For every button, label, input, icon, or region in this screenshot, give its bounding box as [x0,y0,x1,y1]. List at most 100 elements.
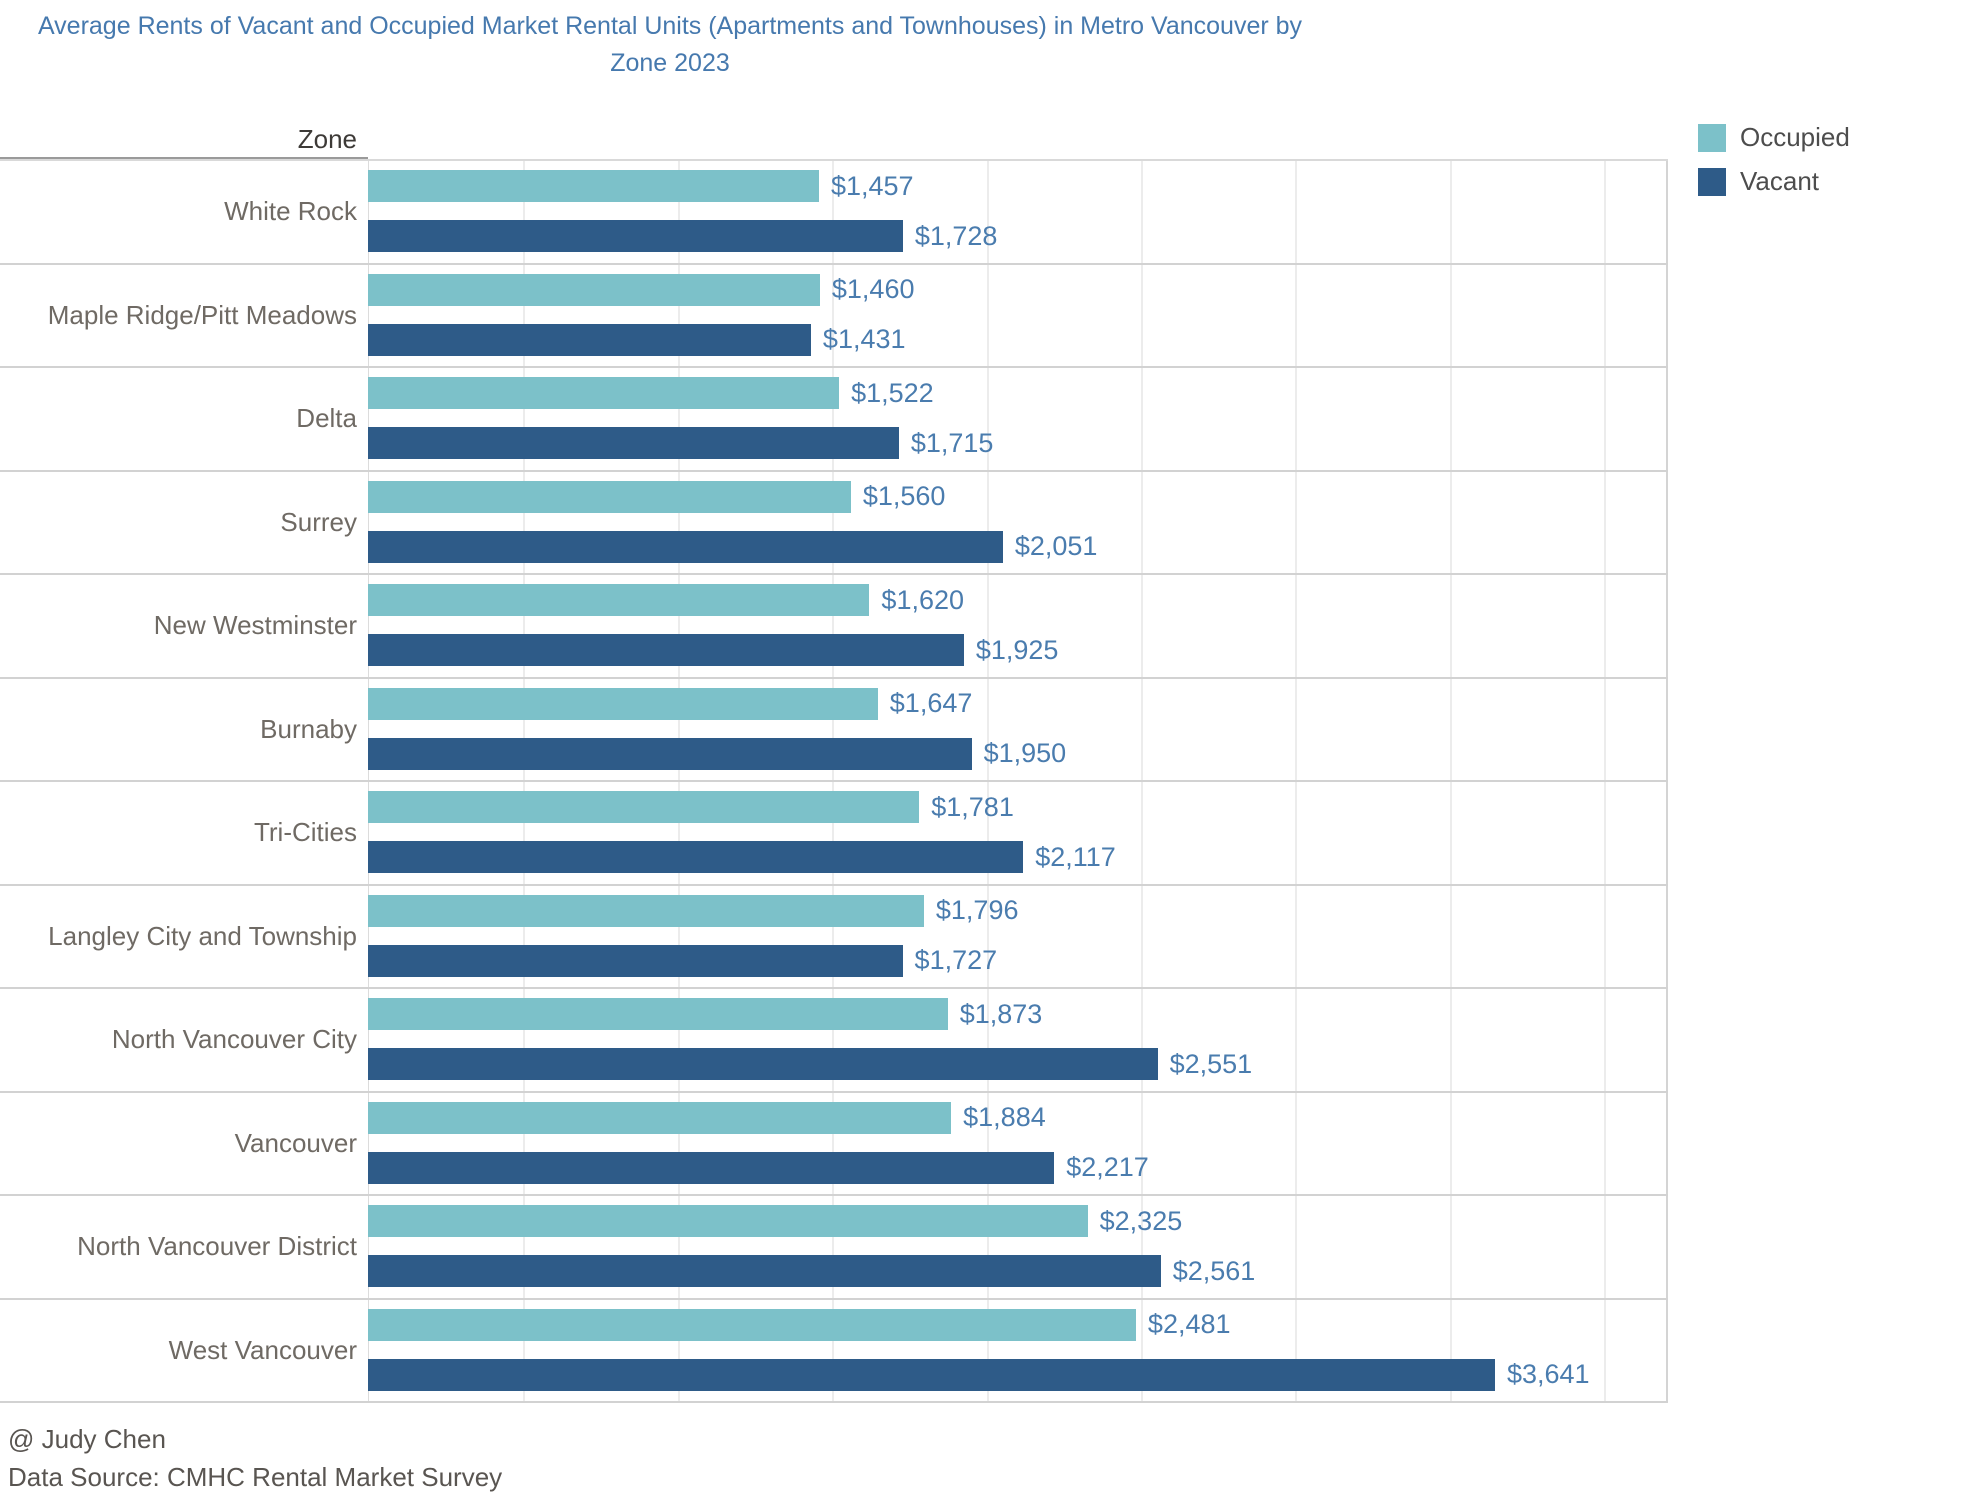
bars-area: $1,620 $1,925 [368,575,1668,677]
vacant-bar[interactable] [368,323,811,356]
chart-row: Langley City and Township $1,796 $1,727 [0,886,1668,989]
vacant-bar[interactable] [368,1048,1158,1080]
occupied-bar[interactable] [368,998,948,1030]
value-label: $1,925 [975,634,1059,665]
vacant-bar[interactable] [368,1255,1161,1287]
occupied-bar[interactable] [368,791,920,823]
bar-line-occupied: $1,460 [368,273,1668,306]
occupied-bar[interactable] [368,894,924,927]
zone-label: New Westminster [153,610,357,641]
occupied-bar[interactable] [368,1101,952,1134]
chart-row: Vancouver $1,884 $2,217 [0,1093,1668,1196]
value-label: $2,117 [1035,841,1116,872]
occupied-bar[interactable] [368,687,878,720]
value-label: $1,431 [822,324,906,354]
bar-line-vacant: $2,051 [368,530,1668,563]
legend-label: Vacant [1740,166,1820,196]
value-label: $1,796 [935,895,1019,925]
vacant-bar[interactable] [368,220,903,252]
value-label: $2,561 [1172,1255,1256,1286]
zone-label: North Vancouver City [111,1024,357,1055]
value-label: $1,620 [881,584,965,615]
chart-row: White Rock $1,457 $1,728 [0,161,1668,265]
zone-label: Langley City and Township [48,920,357,951]
occupied-bar[interactable] [368,1205,1088,1237]
bars-area: $1,873 $2,551 [368,989,1668,1091]
chart-row: Maple Ridge/Pitt Meadows $1,460 $1,431 [0,265,1668,368]
value-label: $2,481 [1147,1309,1231,1339]
bars-area: $2,481 $3,641 [368,1300,1668,1402]
footer-source: Data Source: CMHC Rental Market Survey [8,1462,503,1492]
bar-line-vacant: $2,561 [368,1255,1668,1287]
bars-area: $1,647 $1,950 [368,679,1668,781]
value-label: $1,715 [910,427,994,458]
bar-line-vacant: $1,925 [368,634,1668,666]
bar-line-vacant: $3,641 [368,1358,1668,1391]
bars-area: $1,781 $2,117 [368,782,1668,884]
bar-line-occupied: $2,325 [368,1205,1668,1237]
vacant-swatch [1698,167,1726,196]
value-label: $2,325 [1099,1205,1183,1236]
occupied-bar[interactable] [368,1308,1136,1341]
legend-item-vacant[interactable]: Vacant [1698,166,1850,197]
zone-label: Delta [296,403,357,434]
footer-credit: @ Judy Chen [8,1424,166,1454]
vacant-bar[interactable] [368,841,1024,873]
bar-line-occupied: $2,481 [368,1308,1668,1341]
vacant-bar[interactable] [368,427,899,459]
bars-area: $1,460 $1,431 [368,265,1668,367]
bar-line-vacant: $2,217 [368,1151,1668,1184]
zone-label: Tri-Cities [253,817,357,848]
vacant-bar[interactable] [368,634,964,666]
value-label: $1,950 [983,738,1067,768]
occupied-bar[interactable] [368,584,870,616]
value-label: $1,728 [914,220,998,251]
zone-header-underline [0,157,368,159]
zone-label: Vancouver [234,1127,357,1158]
legend-item-occupied[interactable]: Occupied [1698,122,1850,153]
value-label: $1,873 [959,998,1043,1029]
chart-row: New Westminster $1,620 $1,925 [0,575,1668,679]
occupied-bar[interactable] [368,377,840,409]
value-label: $1,460 [831,274,915,304]
chart-row: North Vancouver District $2,325 $2,561 [0,1196,1668,1300]
chart-row: Surrey $1,560 $2,051 [0,472,1668,575]
bar-line-occupied: $1,884 [368,1101,1668,1134]
vacant-bar[interactable] [368,530,1003,563]
value-label: $3,641 [1506,1359,1590,1389]
chart-row: Tri-Cities $1,781 $2,117 [0,782,1668,886]
bar-line-vacant: $2,117 [368,841,1668,873]
bar-line-vacant: $1,431 [368,323,1668,356]
chart-title: Average Rents of Vacant and Occupied Mar… [20,8,1320,82]
vacant-bar[interactable] [368,1151,1055,1184]
chart-row: Burnaby $1,647 $1,950 [0,679,1668,782]
bar-line-occupied: $1,522 [368,377,1668,409]
vacant-bar[interactable] [368,1358,1495,1391]
bars-area: $2,325 $2,561 [368,1196,1668,1298]
bar-line-occupied: $1,873 [368,998,1668,1030]
occupied-bar[interactable] [368,273,820,306]
zone-label: Burnaby [260,713,357,744]
bar-line-vacant: $1,727 [368,944,1668,977]
occupied-bar[interactable] [368,480,851,513]
legend: Occupied Vacant [1698,122,1850,197]
bar-line-occupied: $1,620 [368,584,1668,616]
zone-axis-header: Zone [297,124,357,154]
zone-label: West Vancouver [168,1334,357,1365]
bar-line-occupied: $1,781 [368,791,1668,823]
bar-line-occupied: $1,560 [368,480,1668,513]
bar-line-vacant: $2,551 [368,1048,1668,1080]
zone-label: Maple Ridge/Pitt Meadows [47,299,357,330]
value-label: $1,727 [914,945,998,975]
vacant-bar[interactable] [368,944,903,977]
bar-line-occupied: $1,796 [368,894,1668,927]
value-label: $2,217 [1066,1152,1149,1182]
occupied-swatch [1698,123,1726,152]
value-label: $1,560 [862,481,946,511]
vacant-bar[interactable] [368,737,972,770]
bar-line-vacant: $1,950 [368,737,1668,770]
occupied-bar[interactable] [368,170,819,202]
bars-area: $1,884 $2,217 [368,1093,1668,1195]
value-label: $2,551 [1169,1048,1253,1079]
